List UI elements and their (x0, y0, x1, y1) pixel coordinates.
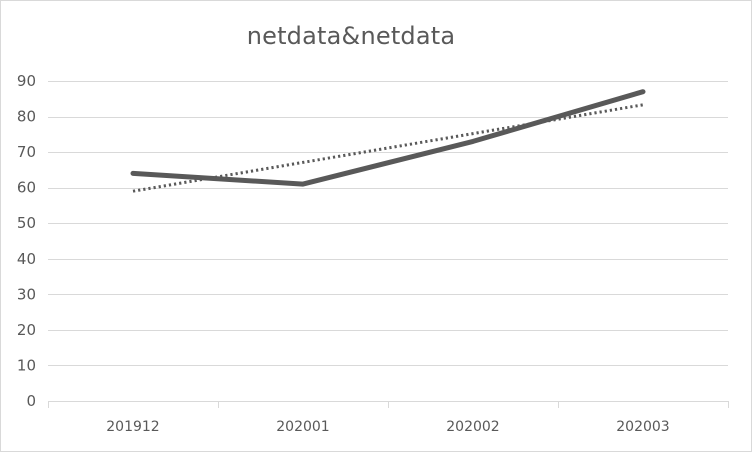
y-tick-label: 90 (17, 72, 36, 90)
x-tick-label: 202002 (446, 419, 499, 435)
x-axis-tick-labels: 201912 202001 202002 202003 (106, 419, 669, 435)
y-tick-label: 30 (17, 285, 36, 303)
y-tick-label: 20 (17, 321, 36, 339)
y-tick-label: 40 (17, 250, 36, 268)
y-tick-label: 60 (17, 179, 36, 197)
y-tick-label: 50 (17, 214, 36, 232)
x-tick-label: 202003 (616, 419, 669, 435)
chart-title: netdata&netdata (246, 22, 456, 50)
series-line (130, 89, 646, 187)
y-tick-label: 80 (17, 108, 36, 126)
x-tick-label: 201912 (106, 419, 159, 435)
y-tick-label: 70 (17, 143, 36, 161)
gridlines (48, 81, 728, 366)
x-axis (48, 401, 729, 408)
series-lines (130, 89, 646, 193)
y-axis-tick-labels: 0 10 20 30 40 50 60 70 80 90 (17, 72, 36, 410)
x-tick-label: 202001 (276, 419, 329, 435)
y-tick-label: 0 (26, 392, 36, 410)
y-tick-label: 10 (17, 356, 36, 374)
